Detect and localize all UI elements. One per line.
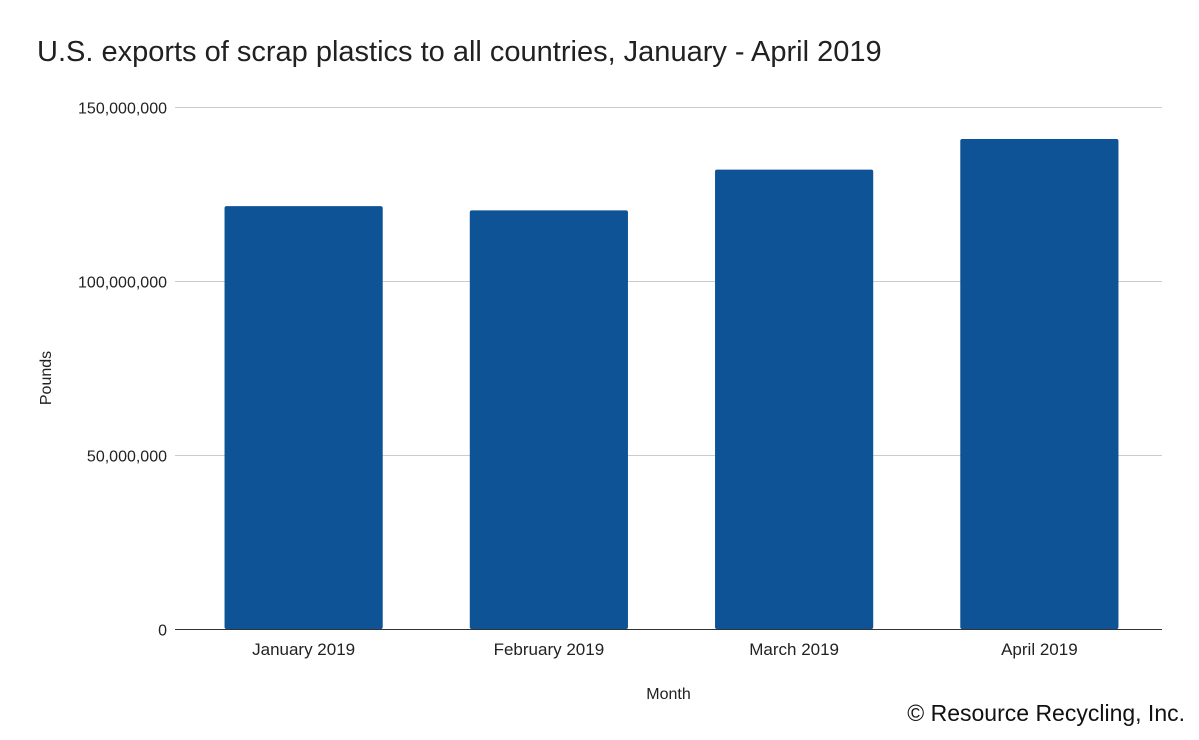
bar	[224, 206, 383, 629]
y-axis-ticks: 0 50,000,000 100,000,000 150,000,000	[78, 101, 167, 640]
x-axis-title: Month	[646, 686, 690, 703]
x-tick-label: February 2019	[494, 640, 605, 659]
bars	[224, 139, 1119, 630]
x-tick-label: January 2019	[252, 640, 355, 659]
bar	[469, 210, 628, 629]
y-tick-label: 50,000,000	[87, 449, 167, 466]
y-axis-title: Pounds	[38, 351, 55, 405]
y-tick-label: 100,000,000	[78, 275, 167, 292]
copyright-notice: © Resource Recycling, Inc.	[907, 700, 1185, 726]
y-tick-label: 0	[158, 623, 167, 640]
x-axis-ticks: January 2019 February 2019 March 2019 April…	[252, 640, 1078, 659]
bar	[960, 139, 1119, 630]
chart-title: U.S. exports of scrap plastics to all co…	[37, 36, 882, 68]
bar	[715, 169, 874, 629]
x-tick-label: April 2019	[1001, 640, 1078, 659]
x-tick-label: March 2019	[749, 640, 839, 659]
y-tick-label: 150,000,000	[78, 101, 167, 118]
